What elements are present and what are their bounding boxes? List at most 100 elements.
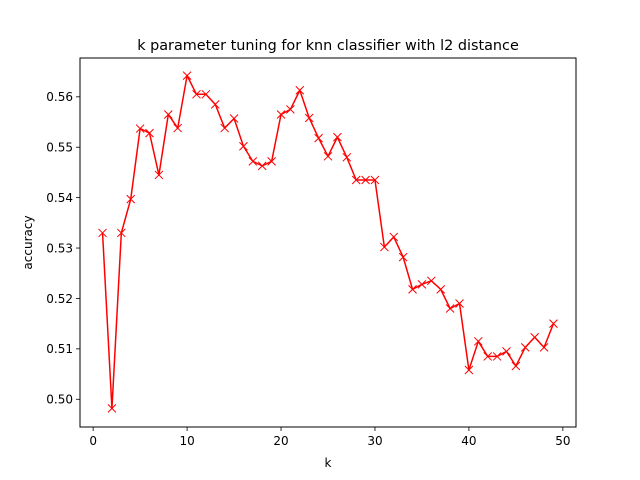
- data-point: [333, 132, 342, 142]
- data-point: [173, 123, 183, 133]
- data-point-stroke: [267, 156, 276, 166]
- series-accuracy: [98, 71, 558, 413]
- x-tick-label: 30: [367, 434, 382, 448]
- data-point-stroke: [145, 128, 154, 138]
- x-tick-label: 40: [461, 434, 476, 448]
- y-tick-label: 0.55: [46, 141, 73, 155]
- data-point-stroke: [295, 85, 305, 95]
- data-point-stroke: [445, 304, 455, 313]
- axes-frame: [79, 57, 577, 428]
- data-point-stroke: [370, 175, 380, 185]
- data-point: [408, 285, 417, 294]
- data-point: [163, 110, 173, 119]
- data-point-stroke: [229, 114, 239, 123]
- data-point: [276, 110, 286, 119]
- data-point-stroke: [276, 110, 286, 119]
- data-point-stroke: [286, 105, 295, 114]
- data-point: [248, 156, 258, 166]
- data-point-stroke: [492, 352, 502, 361]
- y-axis: 0.50 0.51 0.52 0.53 0.54 0.55 0.56: [46, 90, 80, 407]
- y-tick-label: 0.50: [46, 393, 73, 407]
- data-point: [389, 232, 399, 242]
- data-point-stroke: [464, 365, 474, 375]
- data-point-stroke: [530, 332, 540, 342]
- data-point-stroke: [154, 170, 164, 180]
- data-point: [286, 105, 295, 114]
- data-point-stroke: [239, 141, 248, 151]
- data-point-stroke: [549, 319, 558, 329]
- data-point-stroke: [342, 152, 352, 162]
- data-point-stroke: [408, 285, 417, 294]
- data-point: [126, 194, 136, 204]
- data-point-stroke: [333, 132, 342, 142]
- data-point: [257, 161, 267, 171]
- y-axis-label: accuracy: [21, 215, 35, 269]
- data-point-stroke: [107, 403, 117, 413]
- data-point: [239, 141, 248, 151]
- data-point-stroke: [248, 156, 258, 166]
- data-point-stroke: [351, 175, 361, 185]
- data-point-stroke: [135, 124, 145, 133]
- data-point-stroke: [398, 252, 408, 262]
- data-point: [426, 276, 436, 286]
- data-point: [370, 175, 380, 185]
- data-point-stroke: [380, 242, 389, 252]
- data-point: [492, 352, 502, 361]
- data-point: [314, 133, 323, 143]
- data-point: [483, 352, 493, 361]
- x-axis: 0 10 20 30 40 50: [89, 427, 570, 448]
- data-point-stroke: [473, 336, 483, 346]
- data-point-stroke: [116, 228, 126, 238]
- data-point: [520, 342, 530, 352]
- data-point-stroke: [502, 347, 511, 356]
- data-point-stroke: [417, 279, 427, 289]
- data-point: [539, 342, 549, 352]
- data-point: [116, 228, 126, 238]
- data-point: [361, 175, 370, 185]
- y-tick-label: 0.53: [46, 241, 73, 255]
- plot-area: 0 10 20 30 40 50 0.50 0.51 0.52 0.53 0.54 0.55 0.56: [46, 57, 577, 448]
- chart-title: k parameter tuning for knn classifier wi…: [137, 38, 519, 54]
- x-axis-label: k: [325, 456, 332, 470]
- data-point: [530, 332, 540, 342]
- data-point-stroke: [220, 123, 230, 133]
- y-tick-label: 0.51: [46, 342, 73, 356]
- data-point-stroke: [436, 285, 446, 294]
- data-point: [473, 336, 483, 346]
- data-point: [304, 113, 314, 123]
- data-point: [342, 152, 352, 162]
- data-point: [145, 128, 154, 138]
- data-point-stroke: [539, 342, 549, 352]
- data-point: [98, 228, 107, 238]
- data-point-stroke: [361, 175, 370, 185]
- data-point: [201, 89, 211, 99]
- data-point-stroke: [511, 361, 521, 371]
- data-point-stroke: [98, 228, 107, 238]
- data-point: [445, 304, 455, 313]
- data-point: [210, 100, 220, 109]
- y-tick-label: 0.54: [46, 191, 73, 205]
- data-point: [229, 114, 239, 123]
- data-point-stroke: [389, 232, 399, 242]
- data-point: [502, 347, 511, 356]
- x-tick-label: 0: [89, 434, 97, 448]
- data-point: [380, 242, 389, 252]
- data-point: [511, 361, 521, 371]
- data-point-stroke: [201, 89, 211, 99]
- data-point: [135, 124, 145, 133]
- data-point: [182, 71, 192, 80]
- data-point-stroke: [455, 299, 464, 308]
- data-point-stroke: [192, 89, 201, 99]
- data-point-stroke: [323, 151, 333, 161]
- data-point-stroke: [173, 123, 183, 133]
- data-point-stroke: [126, 194, 136, 204]
- data-point: [351, 175, 361, 185]
- y-tick-label: 0.52: [46, 292, 73, 306]
- x-tick-label: 50: [555, 434, 570, 448]
- data-point-stroke: [182, 71, 192, 80]
- data-point: [295, 85, 305, 95]
- x-tick-label: 10: [179, 434, 194, 448]
- data-point: [398, 252, 408, 262]
